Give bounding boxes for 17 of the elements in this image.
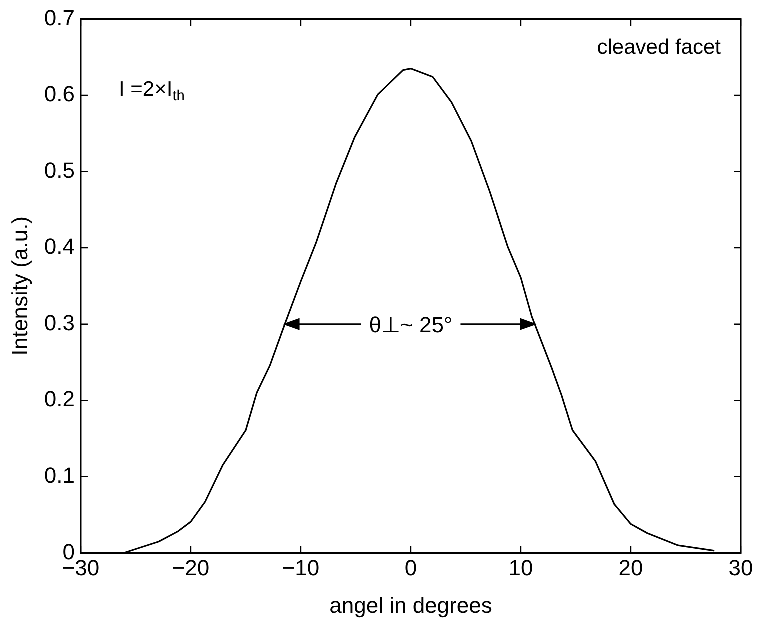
y-tick-label: 0.6	[44, 82, 75, 107]
y-tick-label: 0.4	[44, 234, 75, 260]
x-tick-label: 10	[508, 555, 534, 580]
y-tick-label: 0.1	[44, 462, 75, 488]
y-tick-label: 0.2	[44, 386, 75, 412]
annotation: cleaved facet	[597, 36, 722, 60]
y-tick-label: 0.7	[44, 5, 75, 30]
x-axis-title: angel in degrees	[330, 592, 492, 618]
y-tick-label: 0.5	[44, 158, 75, 183]
x-tick-label: 30	[728, 555, 754, 580]
y-axis-title: Intensity (a.u.)	[7, 216, 32, 356]
x-tick-label: 0	[404, 555, 418, 580]
annotation: θ⊥~ 25°	[369, 312, 453, 338]
y-tick-label: 0.3	[44, 310, 75, 336]
x-tick-label: −10	[282, 555, 320, 580]
x-tick-label: 20	[618, 555, 644, 580]
x-tick-label: −20	[172, 555, 210, 580]
